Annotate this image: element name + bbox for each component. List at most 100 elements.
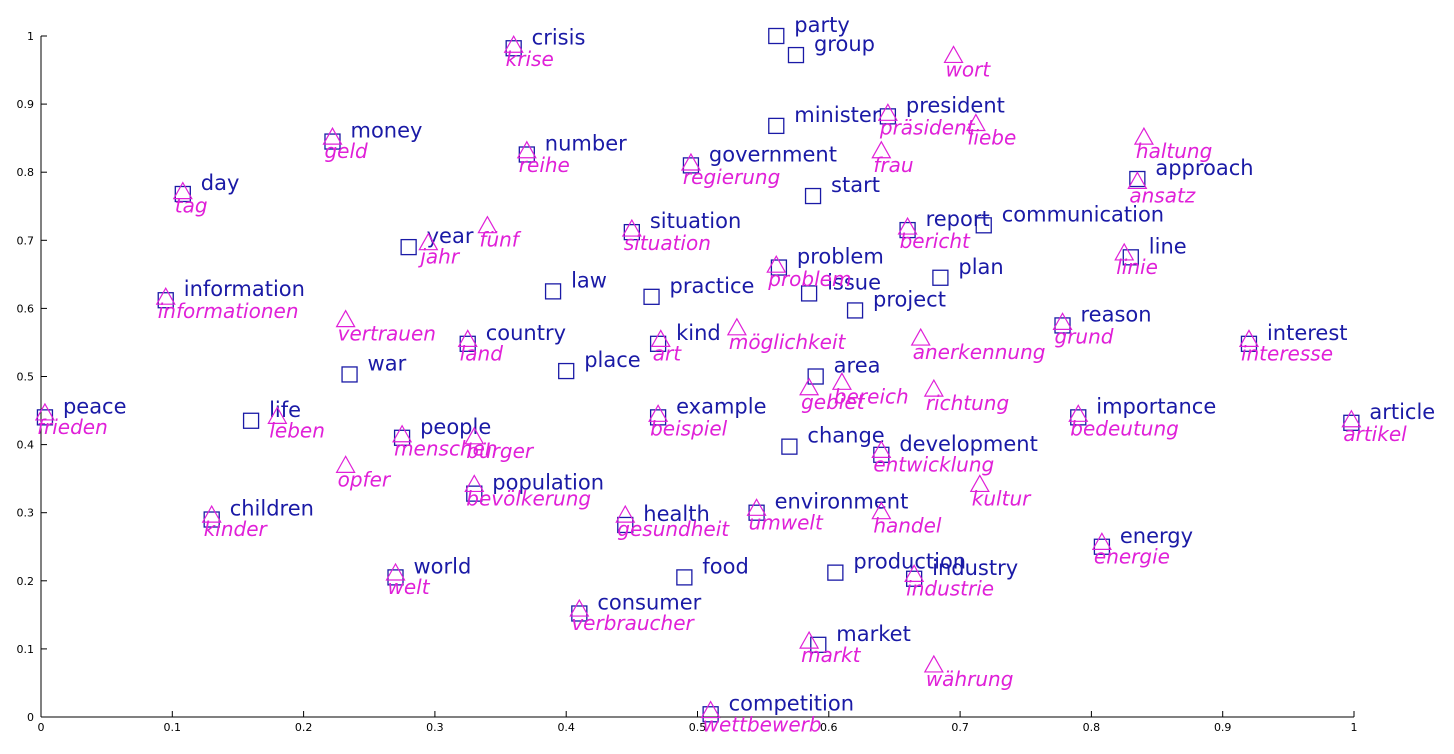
y-tick-label: 1 [27,30,34,43]
english-word-label: issue [827,270,881,294]
german-triangle-marker [392,424,413,443]
english-word-label: group [814,32,875,56]
english-word-label: importance [1096,394,1216,418]
german-triangle-marker [34,402,55,421]
german-word-label: situation [624,231,711,255]
english-square-marker [623,223,640,241]
english-word-label: party [794,13,850,37]
english-word-label: market [836,622,911,646]
german-word-label: grund [1055,324,1114,348]
english-word-label: country [486,321,566,345]
english-word-label: production [853,550,966,574]
german-triangle-marker [172,181,193,200]
german-word-label: liebe [968,126,1016,150]
german-word-label: energie [1094,544,1170,568]
english-word-label: president [906,93,1005,117]
english-square-marker [1343,414,1360,431]
english-square-marker [643,288,660,305]
english-word-label: project [873,287,946,311]
german-word-label: währung [926,667,1014,691]
english-word-label: line [1149,234,1187,258]
english-word-label: change [807,424,884,448]
german-word-label: gesundheit [617,517,730,541]
german-triangle-marker [418,232,439,251]
german-word-label: beispiel [650,416,728,440]
german-word-label: umwelt [749,510,824,534]
english-word-label: area [834,354,881,378]
english-word-label: crisis [532,25,586,49]
german-triangle-marker [726,317,747,336]
x-tick-label: 0.8 [1083,721,1101,734]
english-square-marker [174,185,191,203]
english-square-marker [393,429,411,446]
english-word-label: reason [1081,302,1152,326]
german-triangle-marker [477,215,498,234]
english-word-label: energy [1120,524,1193,548]
german-word-label: tag [175,194,208,218]
german-word-label: frieden [37,415,108,439]
english-word-label: environment [775,490,909,514]
german-word-label: präsident [879,115,976,139]
english-word-label: situation [650,209,741,233]
english-square-marker [768,117,785,135]
english-square-marker [1070,409,1087,426]
german-word-label: fünf [479,228,521,252]
german-word-label: möglichkeit [729,330,847,354]
german-word-label: reihe [519,153,570,177]
german-triangle-marker [943,45,964,64]
german-word-label: markt [801,643,862,667]
german-triangle-marker [1133,126,1154,145]
english-square-marker [505,40,522,57]
german-triangle-marker [904,564,925,582]
english-square-marker [558,362,575,380]
y-tick-label: 0.3 [17,507,35,520]
german-triangle-marker [155,286,176,305]
english-square-marker [400,238,417,256]
german-word-label: land [460,341,503,365]
english-square-marker [899,221,916,239]
german-word-label: linie [1116,255,1158,279]
german-word-label: welt [388,575,431,599]
y-tick-label: 0.8 [17,166,35,179]
english-square-marker [649,409,667,426]
german-triangle-marker [1238,329,1259,348]
x-tick-label: 0.5 [689,721,707,734]
german-triangle-marker [965,113,986,132]
german-word-label: leben [269,418,325,442]
german-triangle-marker [799,377,820,396]
y-tick-label: 0.2 [17,575,35,588]
x-tick-label: 0.2 [295,721,313,734]
english-square-marker [544,283,562,300]
german-word-label: menschen [394,437,498,461]
english-square-marker [242,412,260,429]
german-triangle-marker [267,406,288,424]
german-triangle-marker [1341,409,1362,428]
german-triangle-marker [335,455,356,473]
english-word-label: population [492,471,604,495]
english-square-marker [781,438,798,455]
english-word-label: development [899,432,1038,456]
german-word-label: frau [873,153,913,177]
german-word-label: artikel [1343,422,1407,446]
y-tick-label: 0.1 [17,643,35,656]
german-triangle-marker [569,598,590,617]
english-word-label: food [702,554,748,578]
german-triangle-marker [516,140,537,159]
english-word-label: practice [670,274,755,298]
english-square-marker [1054,317,1071,334]
german-triangle-marker [766,254,787,273]
german-triangle-marker [1127,171,1148,190]
german-triangle-marker [1114,242,1135,261]
english-word-label: minister [794,103,881,127]
english-word-label: article [1369,400,1435,424]
english-word-label: peace [63,394,127,418]
english-square-marker [804,187,822,205]
english-word-label: problem [797,245,884,269]
x-tick-label: 0.7 [951,721,969,734]
english-word-label: start [831,173,880,197]
german-word-label: krise [506,47,554,71]
german-word-label: art [653,341,682,365]
x-tick-label: 0.9 [1214,721,1232,734]
